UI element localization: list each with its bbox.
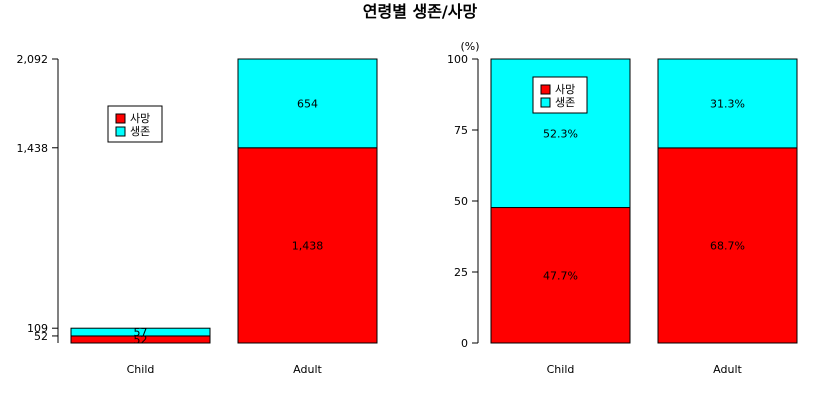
bar-1-child-0: [490, 207, 631, 344]
legend-box-1: [532, 76, 588, 114]
legend-label-0-1: 생존: [130, 125, 150, 138]
y-tick-label-1-1: 25: [454, 266, 468, 279]
bar-0-adult-0: [237, 147, 378, 344]
bar-1-adult-0: [657, 147, 798, 344]
legend-swatch-0-1: [115, 126, 126, 137]
data-label-1-0-1: 52.3%: [543, 127, 578, 140]
data-label-1-0-0: 47.7%: [543, 269, 578, 282]
bar-0-child-1: [70, 327, 211, 337]
y-tick-label-1-3: 75: [454, 124, 468, 137]
legend-swatch-0-0: [115, 113, 126, 124]
y-tick-label-1-2: 50: [454, 195, 468, 208]
y-axis-label-1: (%): [460, 40, 479, 53]
chart-title: 연령별 생존/사망: [363, 2, 478, 21]
data-label-1-1-1: 31.3%: [710, 97, 745, 110]
legend-label-0-0: 사망: [130, 112, 150, 125]
y-tick-label-0-0: 52: [34, 330, 48, 343]
category-label-0-1: Adult: [293, 363, 322, 376]
bar-0-adult-1: [237, 58, 378, 149]
data-label-0-1-0: 1,438: [292, 239, 324, 252]
data-label-0-1-1: 654: [297, 97, 318, 110]
legend-swatch-1-0: [540, 84, 551, 95]
data-label-0-0-0: 52: [134, 333, 148, 346]
data-label-0-0-1: 57: [134, 326, 148, 339]
y-tick-label-1-4: 100: [447, 53, 468, 66]
y-tick-label-0-2: 1,438: [17, 142, 49, 155]
y-tick-label-0-3: 2,092: [17, 53, 49, 66]
category-label-0-0: Child: [127, 363, 155, 376]
category-label-1-0: Child: [547, 363, 575, 376]
bar-1-adult-1: [657, 58, 798, 149]
y-tick-label-1-0: 0: [461, 337, 468, 350]
legend-swatch-1-1: [540, 97, 551, 108]
data-label-1-1-0: 68.7%: [710, 239, 745, 252]
y-tick-label-0-1: 109: [27, 322, 48, 335]
category-label-1-1: Adult: [713, 363, 742, 376]
legend-label-1-0: 사망: [555, 83, 575, 96]
legend-label-1-1: 생존: [555, 96, 575, 109]
